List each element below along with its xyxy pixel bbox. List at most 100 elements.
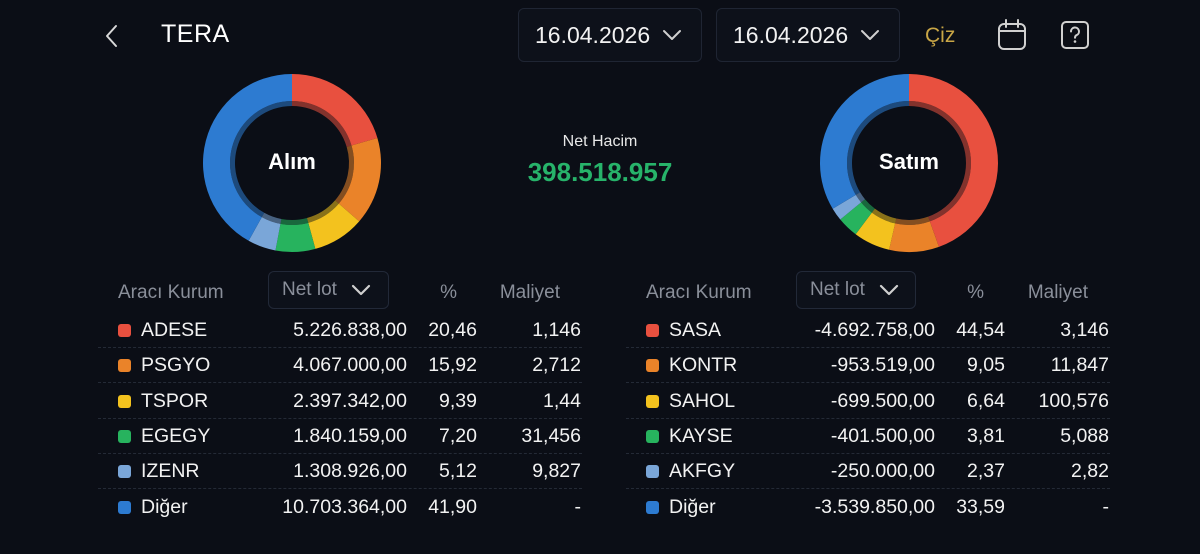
net-lot-value: -3.539.850,00 [814, 495, 935, 518]
cost-value: 9,827 [532, 460, 581, 483]
color-swatch [646, 465, 659, 479]
sell-net-lot-label: Net lot [810, 279, 865, 300]
table-row[interactable]: Diğer -3.539.850,00 33,59 - [646, 490, 1109, 525]
buy-broker-header: Aracı Kurum [118, 282, 224, 303]
table-row[interactable]: PSGYO 4.067.000,00 15,92 2,712 [118, 348, 581, 383]
sell-donut-chart: Satım [819, 73, 999, 258]
cost-value: 5,088 [1060, 424, 1109, 447]
color-swatch [118, 465, 131, 479]
donut-segment [338, 137, 381, 222]
net-lot-value: -953.519,00 [830, 354, 935, 377]
symbol-name: ADESE [141, 319, 208, 341]
donut-inner-ring [306, 200, 339, 223]
donut-segment [832, 194, 862, 220]
net-lot-value: -250.000,00 [830, 460, 935, 483]
row-divider [626, 488, 1110, 490]
donut-segment [855, 212, 896, 250]
percent-value: 7,20 [439, 424, 477, 447]
table-row[interactable]: AKFGY -250.000,00 2,37 2,82 [646, 454, 1109, 489]
cost-value: 3,146 [1060, 319, 1109, 341]
buy-cost-header: Maliyet [499, 282, 560, 303]
symbol-name: TSPOR [141, 389, 209, 412]
cost-value: 1,146 [532, 319, 581, 341]
donut-segment [275, 222, 316, 252]
percent-value: 3,81 [967, 424, 1005, 447]
net-lot-value: -699.500,00 [830, 389, 935, 412]
row-divider [98, 488, 582, 490]
table-row[interactable]: TSPOR 2.397.342,00 9,39 1,44 [118, 384, 581, 419]
row-divider [626, 452, 1110, 454]
color-swatch [646, 324, 659, 337]
draw-button[interactable]: Çiz [925, 24, 956, 47]
symbol-name: KAYSE [669, 424, 733, 447]
sell-broker-header: Aracı Kurum [646, 282, 752, 303]
buy-pct-header: % [440, 282, 457, 303]
table-row[interactable]: IZENR 1.308.926,00 5,12 9,827 [118, 454, 581, 489]
chevron-down-icon [351, 284, 371, 296]
sell-pct-header: % [967, 282, 984, 303]
symbol-name: PSGYO [141, 354, 211, 377]
table-row[interactable]: EGEGY 1.840.159,00 7,20 31,456 [118, 419, 581, 454]
table-row[interactable]: KONTR -953.519,00 9,05 11,847 [646, 348, 1109, 383]
percent-value: 9,39 [439, 389, 477, 412]
back-button[interactable] [100, 20, 124, 52]
start-date-select[interactable]: 16.04.2026 [518, 8, 702, 62]
net-lot-value: 4.067.000,00 [293, 354, 407, 377]
calendar-button[interactable] [996, 18, 1028, 57]
donut-segment [889, 221, 939, 253]
net-lot-value: 1.308.926,00 [293, 460, 407, 483]
percent-value: 2,37 [967, 460, 1005, 483]
color-swatch [646, 500, 659, 514]
color-swatch [646, 394, 659, 408]
table-row[interactable]: Diğer 10.703.364,00 41,90 - [118, 490, 581, 525]
buy-net-lot-select[interactable]: Net lot [268, 271, 389, 309]
buy-donut-chart: Alım [202, 73, 382, 258]
row-divider [626, 417, 1110, 419]
net-volume-label: Net Hacim [562, 133, 638, 150]
donut-inner-ring [292, 101, 352, 147]
sell-net-lot-select[interactable]: Net lot [796, 271, 916, 309]
percent-value: 15,92 [428, 354, 477, 377]
donut-segment [248, 217, 281, 251]
percent-value: 44,54 [956, 319, 1005, 341]
table-row[interactable]: KAYSE -401.500,00 3,81 5,088 [646, 419, 1109, 454]
donut-inner-ring [335, 145, 354, 204]
color-swatch [118, 359, 131, 373]
donut-inner-ring [855, 192, 865, 203]
table-row[interactable]: SASA -4.692.758,00 44,54 3,146 [646, 313, 1109, 348]
page-title: TERA [161, 20, 230, 48]
table-row[interactable]: SAHOL -699.500,00 6,64 100,576 [646, 384, 1109, 419]
buy-donut-label: Alım [268, 149, 316, 174]
end-date-select[interactable]: 16.04.2026 [716, 8, 900, 62]
cost-value: - [574, 495, 582, 518]
end-date-value: 16.04.2026 [733, 21, 849, 48]
donut-inner-ring [847, 101, 909, 195]
symbol-name: Diğer [669, 495, 716, 518]
color-swatch [646, 429, 659, 443]
help-button[interactable] [1060, 20, 1090, 55]
donut-segment [292, 74, 378, 146]
donut-inner-ring [261, 212, 282, 224]
donut-segment [909, 74, 998, 247]
net-volume-value: 398.518.957 [527, 157, 673, 187]
percent-value: 41,90 [428, 495, 477, 518]
donut-segment [203, 74, 292, 241]
symbol-name: IZENR [141, 460, 200, 483]
donut-segment [820, 74, 909, 209]
symbol-name: SAHOL [669, 389, 736, 412]
symbol-name: EGEGY [141, 424, 211, 447]
net-lot-value: 1.840.159,00 [293, 424, 407, 447]
sell-donut-label: Satım [879, 149, 939, 174]
back-chevron-icon [106, 25, 117, 47]
color-swatch [646, 359, 659, 373]
symbol-name: KONTR [669, 354, 738, 377]
cost-value: 2,82 [1071, 460, 1109, 483]
row-divider [98, 452, 582, 454]
donut-inner-ring [280, 218, 309, 225]
cost-value: - [1102, 495, 1110, 518]
symbol-name: Diğer [141, 495, 188, 518]
table-row[interactable]: ADESE 5.226.838,00 20,46 1,146 [118, 313, 581, 348]
net-lot-value: 5.226.838,00 [293, 319, 407, 341]
symbol-name: SASA [669, 319, 722, 341]
color-swatch [118, 324, 131, 337]
